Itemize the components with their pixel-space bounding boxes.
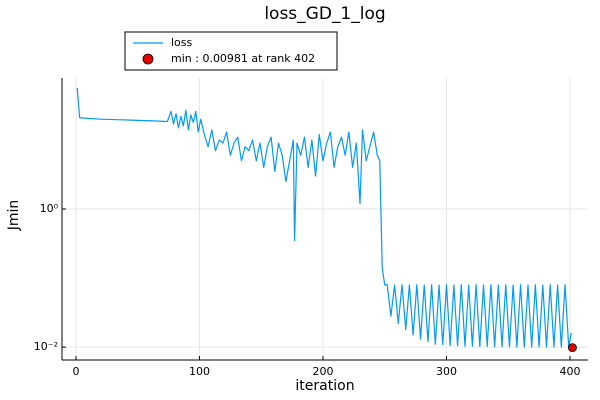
x-tick-label: 200 <box>312 365 333 378</box>
legend-swatch <box>142 53 154 65</box>
legend-box <box>124 31 338 71</box>
min-point <box>568 343 577 353</box>
x-tick-label: 0 <box>72 365 79 378</box>
y-axis-label: Jmin <box>6 200 22 232</box>
legend-label: loss <box>171 36 193 49</box>
x-tick-label: 100 <box>189 365 210 378</box>
y-tick-label: 10⁻² <box>34 340 58 353</box>
loss-line <box>76 87 572 348</box>
y-tick-label: 10⁰ <box>40 202 59 215</box>
legend-label: min : 0.00981 at rank 402 <box>171 52 315 65</box>
x-tick-label: 400 <box>559 365 580 378</box>
x-axis-label: iteration <box>295 378 354 394</box>
chart-title: loss_GD_1_log <box>264 4 385 24</box>
x-tick-label: 300 <box>436 365 457 378</box>
legend: loss min : 0.00981 at rank 402 <box>124 31 338 71</box>
